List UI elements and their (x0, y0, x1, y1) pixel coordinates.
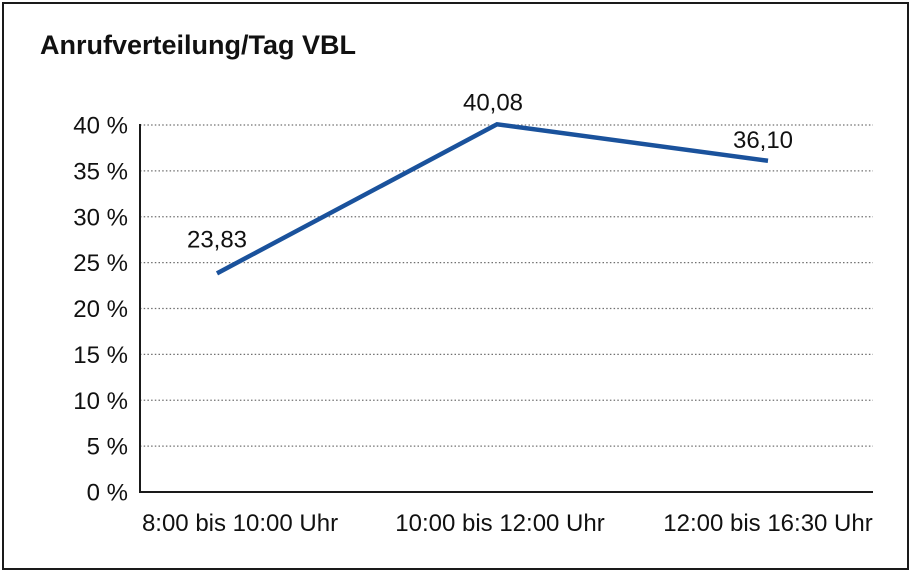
y-tick-label: 10 % (73, 388, 128, 415)
y-tick-label: 25 % (73, 250, 128, 277)
y-tick-label: 40 % (73, 113, 128, 140)
data-label: 23,83 (187, 226, 247, 253)
chart-frame: Anrufverteilung/Tag VBL (2, 2, 909, 570)
data-label: 40,08 (463, 89, 523, 116)
y-tick-label: 30 % (73, 204, 128, 231)
y-tick-label: 20 % (73, 296, 128, 323)
y-tick-label: 15 % (73, 342, 128, 369)
data-label: 36,10 (733, 127, 793, 154)
y-tick-label: 0 % (87, 480, 128, 507)
data-line (215, 121, 769, 276)
y-tick-label: 35 % (73, 158, 128, 185)
x-category-label: 12:00 bis 16:30 Uhr (663, 510, 872, 537)
chart-title: Anrufverteilung/Tag VBL (40, 30, 357, 60)
x-category-label: 10:00 bis 12:00 Uhr (395, 510, 604, 537)
x-category-label: 8:00 bis 10:00 Uhr (142, 510, 338, 537)
y-tick-label: 5 % (87, 434, 128, 461)
